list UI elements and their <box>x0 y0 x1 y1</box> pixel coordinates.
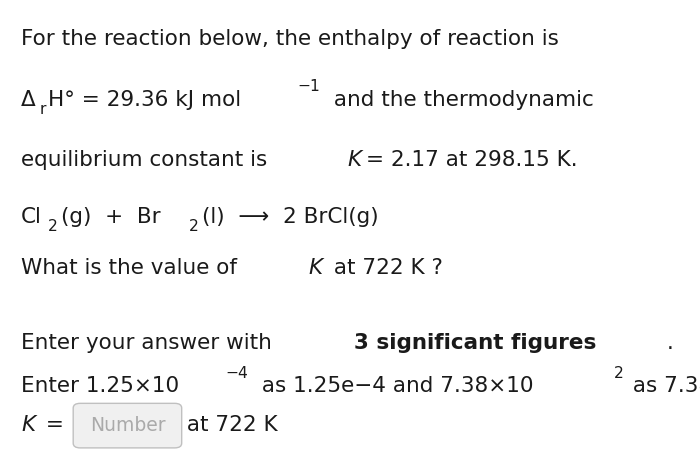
FancyBboxPatch shape <box>74 403 182 448</box>
Text: as 1.25e−4 and 7.38×10: as 1.25e−4 and 7.38×10 <box>255 376 533 396</box>
Text: = 2.17 at 298.15 K.: = 2.17 at 298.15 K. <box>366 151 578 171</box>
Text: Number: Number <box>90 416 165 435</box>
Text: −1: −1 <box>298 79 320 94</box>
Text: K: K <box>348 151 362 171</box>
Text: 2: 2 <box>614 365 624 380</box>
Text: as 7.38e2.: as 7.38e2. <box>626 376 700 396</box>
Text: Enter your answer with: Enter your answer with <box>21 333 279 354</box>
Text: 2: 2 <box>189 219 199 234</box>
Text: equilibrium constant is: equilibrium constant is <box>21 151 274 171</box>
Text: 3 significant figures: 3 significant figures <box>354 333 596 354</box>
Text: −4: −4 <box>225 365 248 380</box>
Text: and the thermodynamic: and the thermodynamic <box>327 90 594 110</box>
Text: .: . <box>666 333 673 354</box>
Text: Cl: Cl <box>21 207 42 227</box>
Text: Δ: Δ <box>21 90 36 110</box>
Text: (l)  ⟶  2 BrCl(g): (l) ⟶ 2 BrCl(g) <box>202 207 378 227</box>
Text: For the reaction below, the enthalpy of reaction is: For the reaction below, the enthalpy of … <box>21 29 559 49</box>
Text: =: = <box>39 415 71 435</box>
Text: K: K <box>309 258 323 279</box>
Text: Enter 1.25×10: Enter 1.25×10 <box>21 376 179 396</box>
Text: (g)  +  Br: (g) + Br <box>60 207 160 227</box>
Text: K: K <box>21 415 35 435</box>
Text: 2: 2 <box>48 219 57 234</box>
Text: H° = 29.36 kJ mol: H° = 29.36 kJ mol <box>48 90 242 110</box>
Text: r: r <box>40 102 46 117</box>
Text: at 722 K ?: at 722 K ? <box>327 258 442 279</box>
Text: at 722 K: at 722 K <box>181 415 278 435</box>
Text: What is the value of: What is the value of <box>21 258 244 279</box>
